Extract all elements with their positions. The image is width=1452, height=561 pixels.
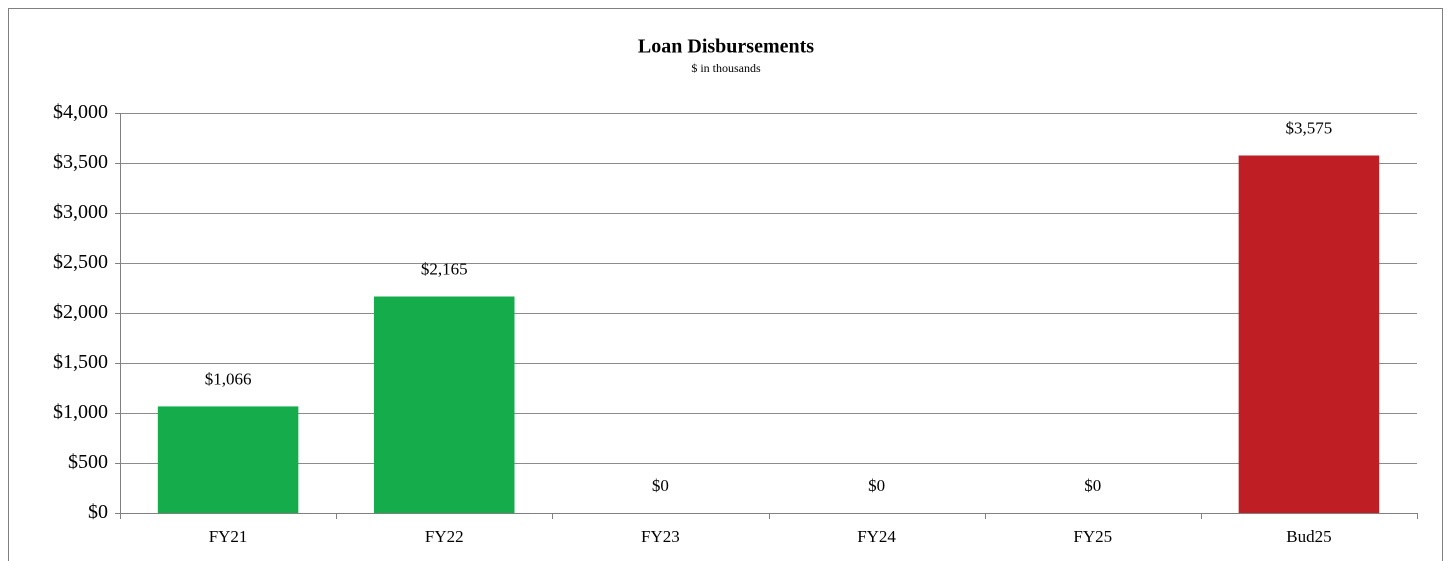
y-tick-label: $500	[68, 451, 108, 473]
y-tick-label: $0	[88, 501, 108, 523]
y-tick-label: $2,500	[53, 251, 108, 273]
value-label: $2,165	[421, 259, 468, 278]
x-tick-label: FY21	[209, 527, 248, 546]
y-tick-label: $1,500	[53, 351, 108, 373]
bar	[373, 296, 515, 513]
y-tick-label: $1,000	[53, 401, 108, 423]
y-tick-label: $3,000	[53, 201, 108, 223]
bar	[157, 406, 299, 513]
y-tick-label: $3,500	[53, 151, 108, 173]
x-tick-label: FY22	[425, 527, 464, 546]
chart-border	[8, 8, 1443, 561]
y-tick-label: $2,000	[53, 301, 108, 323]
y-tick-label: $4,000	[53, 101, 108, 123]
x-tick-label: FY25	[1073, 527, 1112, 546]
value-label: $1,066	[205, 369, 252, 388]
x-tick-label: Bud25	[1286, 527, 1331, 546]
chart-title: Loan Disbursements	[638, 36, 814, 58]
value-label: $3,575	[1286, 118, 1333, 137]
x-tick-label: FY24	[857, 527, 896, 546]
chart-subtitle: $ in thousands	[691, 61, 761, 75]
bar	[1238, 155, 1380, 513]
value-label: $0	[652, 476, 669, 495]
x-tick-label: FY23	[641, 527, 680, 546]
value-label: $0	[1084, 476, 1101, 495]
value-label: $0	[868, 476, 885, 495]
